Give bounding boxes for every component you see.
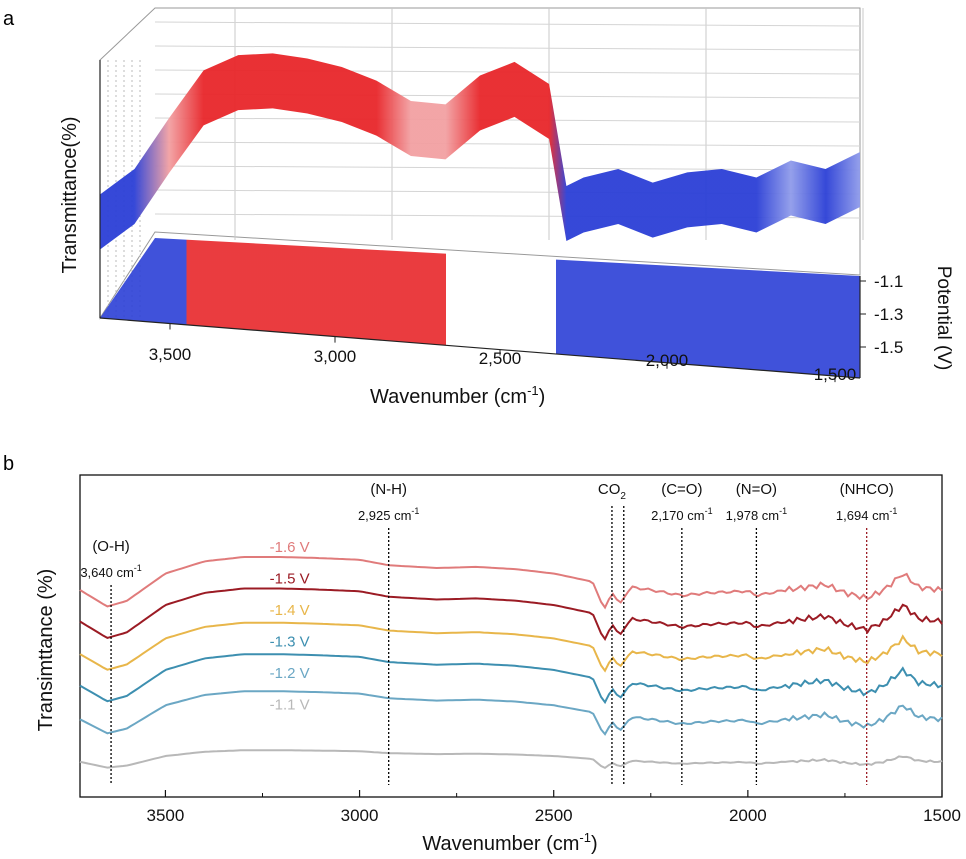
x-axis-line bbox=[99, 317, 861, 379]
x-axis-label: Wavenumber (cm-1) bbox=[422, 830, 597, 855]
annotation-label: (O-H) bbox=[92, 538, 130, 555]
x-tick-label: 2000 bbox=[729, 806, 767, 825]
series-line bbox=[79, 749, 943, 770]
series-line bbox=[79, 690, 943, 736]
y-axis-label: Transimttance (%) bbox=[35, 569, 57, 732]
heatmap-floor bbox=[100, 238, 860, 378]
annotation-value: 2,925 cm-1 bbox=[358, 506, 420, 523]
annotation-value: 3,640 cm-1 bbox=[80, 563, 142, 580]
grid-line-horizontal bbox=[154, 165, 861, 171]
series-label: -1.3 V bbox=[270, 634, 310, 651]
plot-frame bbox=[79, 474, 943, 798]
x-tick-label: 3,500 bbox=[149, 345, 192, 364]
series-line bbox=[79, 587, 943, 641]
series-line bbox=[79, 653, 943, 705]
x-tick-label: 1,500 bbox=[814, 365, 857, 384]
annotation-value: 1,978 cm-1 bbox=[726, 506, 788, 523]
annotation-value: 2,170 cm-1 bbox=[651, 506, 713, 523]
panel-a-letter: a bbox=[3, 8, 15, 30]
grid-line-horizontal bbox=[154, 117, 861, 123]
annotation-label: (N=O) bbox=[736, 481, 777, 498]
grid-line-horizontal bbox=[154, 141, 861, 147]
x-tick-label: 3500 bbox=[147, 806, 185, 825]
series-line bbox=[79, 556, 943, 610]
x-tick-label: 2500 bbox=[535, 806, 573, 825]
surface-mesh bbox=[100, 53, 860, 250]
grid-line-horizontal bbox=[154, 45, 861, 51]
z-tick-label: -1.5 bbox=[874, 338, 903, 357]
z-axis-label: Potential (V) bbox=[933, 266, 954, 371]
x-tick-label: 2,500 bbox=[479, 349, 522, 368]
series-label: -1.6 V bbox=[270, 539, 310, 556]
x-tick-label: 3000 bbox=[341, 806, 379, 825]
grid-line-horizontal bbox=[154, 21, 861, 27]
surface-3d-chart: 3,500 3,000 2,500 2,000 1,500 Wavenumber (cm-… bbox=[59, 7, 954, 408]
z-tick-label: -1.1 bbox=[874, 272, 903, 291]
series-label: -1.1 V bbox=[270, 697, 310, 714]
annotation-label: CO2 bbox=[598, 481, 627, 502]
panel-b-letter: b bbox=[3, 453, 15, 475]
series-label: -1.5 V bbox=[270, 571, 310, 588]
annotation-label: (N-H) bbox=[370, 481, 407, 498]
annotation-value: 1,694 cm-1 bbox=[836, 506, 898, 523]
z-tick-label: -1.3 bbox=[874, 305, 903, 324]
annotation-label: (C=O) bbox=[661, 481, 702, 498]
x-axis-label: Wavenumber (cm-1) bbox=[370, 383, 545, 408]
x-tick-label: 1500 bbox=[923, 806, 961, 825]
x-tick-label: 3,000 bbox=[314, 347, 357, 366]
series-line bbox=[79, 621, 943, 673]
series-label: -1.4 V bbox=[270, 602, 310, 619]
x-tick-label: 2,000 bbox=[646, 351, 689, 370]
annotation-label: (NHCO) bbox=[840, 481, 894, 498]
y-axis-label: Transmittance(%) bbox=[59, 116, 81, 273]
series-label: -1.2 V bbox=[270, 665, 310, 682]
